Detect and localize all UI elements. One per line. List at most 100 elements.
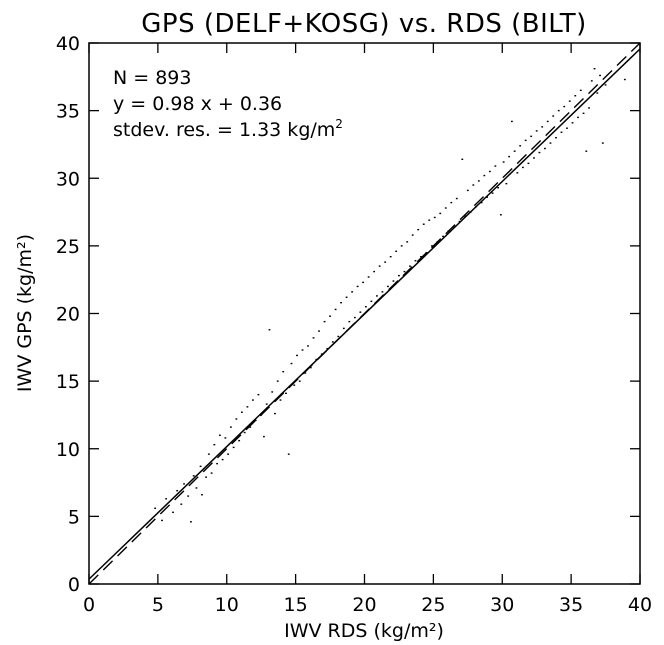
data-point [285,392,287,394]
data-point [549,142,552,144]
annotation-fit: y = 0.98 x + 0.36 [113,93,282,115]
data-point [585,150,588,152]
data-point [364,306,367,308]
annotation-stdev: stdev. res. = 1.33 kg/m2 [113,117,343,141]
data-point [187,495,190,497]
data-point [176,489,179,492]
data-point [323,320,326,323]
data-point [282,370,285,373]
scatter-points [154,68,626,523]
data-point [466,189,469,192]
data-point [243,431,246,434]
data-point [588,107,590,109]
data-point [483,174,486,177]
data-point [472,184,475,186]
data-point [210,472,213,474]
data-point [290,362,293,365]
data-point [192,475,195,477]
data-point [510,120,513,123]
data-point [238,439,241,442]
data-point [378,265,381,267]
data-point [195,487,198,489]
data-point [508,155,511,158]
y-tick-label: 30 [56,168,80,190]
data-point [566,127,568,129]
data-point [579,89,582,92]
data-point [513,150,516,152]
data-point [356,285,359,288]
data-point [439,212,442,215]
y-tick-label: 0 [68,574,80,596]
data-point [516,172,519,174]
data-point [235,418,238,420]
data-point [246,406,249,408]
data-point [497,187,500,189]
data-point [458,220,461,223]
x-tick-label: 15 [284,594,308,616]
data-point [351,291,353,293]
data-point [535,130,538,132]
data-point [190,521,192,523]
data-point [309,366,312,369]
data-point [249,426,252,428]
data-point [276,380,279,382]
y-tick-label: 40 [56,33,80,55]
data-point [320,353,323,355]
data-point [477,180,480,182]
data-point [370,300,373,303]
data-point [165,498,168,500]
data-point [392,280,395,282]
x-tick-label: 20 [352,594,376,616]
data-point [480,201,483,204]
data-point [590,80,593,82]
data-point [172,511,174,514]
x-tick-label: 25 [421,594,445,616]
data-point [304,372,307,374]
annotation-stdev-superscript: 2 [335,117,343,131]
data-point [428,219,431,221]
data-point [263,435,265,438]
regression-line [89,48,640,580]
data-point [593,68,596,70]
data-point [505,182,508,185]
data-point [362,281,365,284]
data-point [342,327,345,330]
data-point [293,384,296,386]
annotation-n: N = 893 [113,67,191,89]
data-point [213,443,216,446]
data-point [560,131,563,133]
data-point [491,192,494,194]
data-point [326,347,329,350]
data-point [582,112,585,115]
data-point [301,349,304,351]
data-point [530,135,533,138]
data-point [420,256,422,258]
data-point [450,201,453,204]
data-point [527,162,530,165]
data-point [183,483,185,485]
data-point [409,265,411,267]
x-tick-label: 10 [215,594,239,616]
data-point [574,95,577,97]
data-point [218,434,221,436]
x-tick-label: 5 [152,594,164,616]
data-point [601,142,604,144]
data-point [265,403,268,405]
data-point [557,109,560,112]
data-point [337,335,340,338]
data-point [161,519,163,522]
data-point [216,462,219,465]
data-point [571,122,574,124]
data-point [568,100,571,102]
data-point [180,503,183,505]
data-point [340,301,342,304]
data-point [348,320,351,323]
data-point [376,295,378,297]
data-point [604,84,607,86]
data-point [442,235,444,238]
data-point [207,453,210,455]
data-point [296,354,298,357]
data-point [205,476,207,478]
axis-ticks [88,42,641,585]
